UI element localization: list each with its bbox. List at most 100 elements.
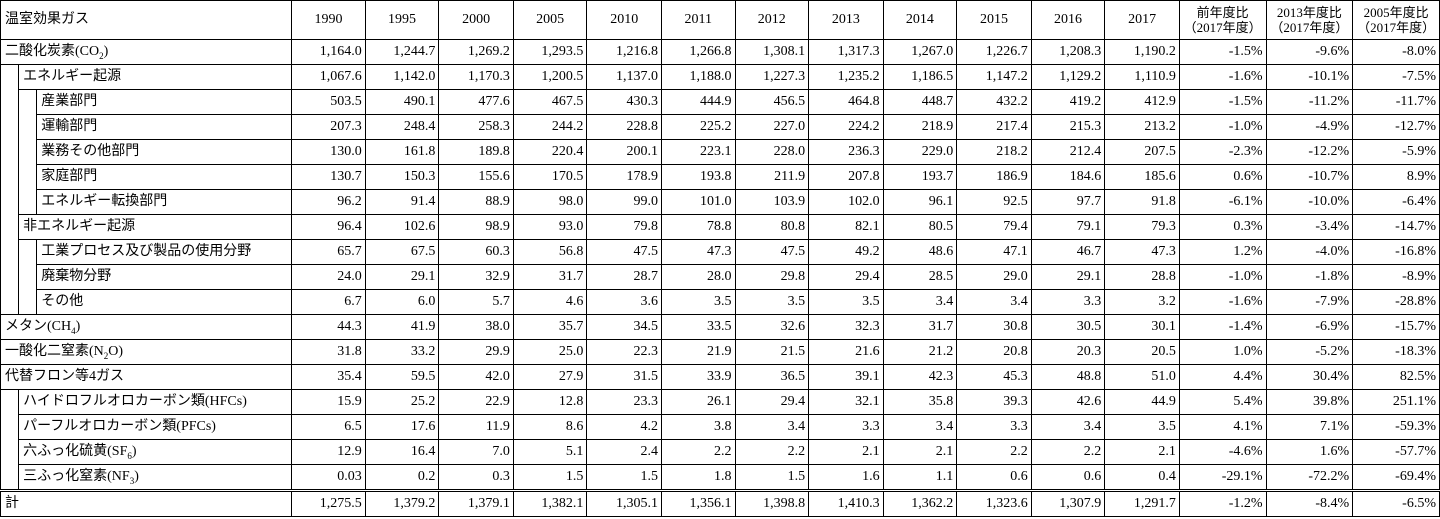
row-label-text: エネルギー転換部門 <box>41 194 168 209</box>
row-label-text: パーフルオロカーボン類(PFCs) <box>23 419 216 434</box>
value-cell: 36.5 <box>734 364 810 390</box>
row-label-subscript: 3 <box>129 475 135 486</box>
total-row: 計 1,275.5 1,379.2 1,379.1 1,382.1 1,305.1 1,35… <box>0 489 1440 517</box>
ratio-cell: -11.2% <box>1265 89 1354 115</box>
value-cell: 2.4 <box>586 439 662 465</box>
value-cell: 28.0 <box>660 264 736 290</box>
value-cell: 130.7 <box>291 164 366 190</box>
value-cell: 7.0 <box>438 439 514 465</box>
value-cell: 31.5 <box>586 364 662 390</box>
value-cell: 29.1 <box>364 264 440 290</box>
value-cell: 47.3 <box>660 239 736 265</box>
value-cell: 1,200.5 <box>512 64 588 90</box>
value-cell: 12.9 <box>291 439 366 465</box>
value-cell: 45.3 <box>956 364 1032 390</box>
value-cell: 21.6 <box>808 339 884 365</box>
row-label-text: 一酸化二窒素(N <box>5 344 104 359</box>
value-cell: 2.2 <box>660 439 736 465</box>
row-label: エネルギー転換部門 <box>36 189 293 215</box>
value-cell: 224.2 <box>808 114 884 140</box>
row-label: 工業プロセス及び製品の使用分野 <box>36 239 293 265</box>
ratio-cell: 82.5% <box>1352 364 1440 390</box>
row-label: 非エネルギー起源 <box>18 214 293 240</box>
ratio-cell: -4.0% <box>1265 239 1354 265</box>
value-cell: 3.4 <box>956 289 1032 315</box>
value-cell: 207.3 <box>291 114 366 140</box>
value-cell: 4.6 <box>512 289 588 315</box>
value-cell: 21.9 <box>660 339 736 365</box>
value-cell: 32.3 <box>808 314 884 340</box>
value-cell: 79.1 <box>1030 214 1106 240</box>
ratio-cell: -3.4% <box>1265 214 1354 240</box>
value-cell: 419.2 <box>1030 89 1106 115</box>
ratio-cell: -4.9% <box>1265 114 1354 140</box>
value-cell: 1,356.1 <box>660 489 736 517</box>
value-cell: 101.0 <box>660 189 736 215</box>
row-label: 一酸化二窒素(N2O) <box>0 339 293 365</box>
value-cell: 97.7 <box>1030 189 1106 215</box>
header-ratio: 2005年度比 （2017年度） <box>1352 0 1440 40</box>
value-cell: 1,266.8 <box>660 39 736 65</box>
ratio-cell: 7.1% <box>1265 414 1354 440</box>
ratio-cell: -28.8% <box>1352 289 1440 315</box>
value-cell: 28.5 <box>882 264 958 290</box>
table-row: 運輸部門 207.3 248.4 258.3 244.2 228.8 225.2 227.0 2… <box>0 114 1440 140</box>
ratio-cell: -1.2% <box>1178 489 1267 517</box>
value-cell: 21.5 <box>734 339 810 365</box>
ratio-cell: -11.7% <box>1352 89 1440 115</box>
value-cell: 1,323.6 <box>956 489 1032 517</box>
ratio-cell: -1.4% <box>1178 314 1267 340</box>
value-cell: 42.6 <box>1030 389 1106 415</box>
value-cell: 32.9 <box>438 264 514 290</box>
value-cell: 236.3 <box>808 139 884 165</box>
value-cell: 39.1 <box>808 364 884 390</box>
value-cell: 0.6 <box>956 464 1032 491</box>
row-label: メタン(CH4) <box>0 314 293 340</box>
indent-cell <box>0 264 20 290</box>
indent-cell <box>0 464 20 491</box>
value-cell: 42.0 <box>438 364 514 390</box>
row-label: 代替フロン等4ガス <box>0 364 293 390</box>
value-cell: 3.8 <box>660 414 736 440</box>
ratio-cell: -10.1% <box>1265 64 1354 90</box>
value-cell: 33.9 <box>660 364 736 390</box>
value-cell: 1,291.7 <box>1104 489 1180 517</box>
ratio-cell: -12.2% <box>1265 139 1354 165</box>
ratio-cell: -69.4% <box>1352 464 1440 491</box>
value-cell: 60.3 <box>438 239 514 265</box>
ratio-cell: -14.7% <box>1352 214 1440 240</box>
value-cell: 1,129.2 <box>1030 64 1106 90</box>
value-cell: 1,317.3 <box>808 39 884 65</box>
value-cell: 79.4 <box>956 214 1032 240</box>
row-label: エネルギー起源 <box>18 64 293 90</box>
value-cell: 3.5 <box>734 289 810 315</box>
indent-cell <box>18 189 38 215</box>
row-label-subscript: 2 <box>99 50 104 61</box>
value-cell: 29.4 <box>734 389 810 415</box>
row-label: 廃棄物分野 <box>36 264 293 290</box>
header-gas-label: 温室効果ガス <box>0 0 293 40</box>
value-cell: 20.5 <box>1104 339 1180 365</box>
value-cell: 11.9 <box>438 414 514 440</box>
value-cell: 217.4 <box>956 114 1032 140</box>
value-cell: 96.4 <box>291 214 366 240</box>
value-cell: 80.5 <box>882 214 958 240</box>
value-cell: 24.0 <box>291 264 366 290</box>
value-cell: 28.7 <box>586 264 662 290</box>
value-cell: 48.8 <box>1030 364 1106 390</box>
value-cell: 244.2 <box>512 114 588 140</box>
value-cell: 1,142.0 <box>364 64 440 90</box>
value-cell: 23.3 <box>586 389 662 415</box>
row-label-text: その他 <box>41 294 84 309</box>
header-row: 温室効果ガス 1990 1995 2000 2005 2010 2011 2012 2013 20… <box>0 0 1440 40</box>
value-cell: 1,410.3 <box>808 489 884 517</box>
value-cell: 56.8 <box>512 239 588 265</box>
value-cell: 258.3 <box>438 114 514 140</box>
header-year: 2011 <box>660 0 736 40</box>
header-year: 1990 <box>291 0 366 40</box>
indent-cell <box>0 114 20 140</box>
value-cell: 33.2 <box>364 339 440 365</box>
value-cell: 1,216.8 <box>586 39 662 65</box>
indent-cell <box>18 139 38 165</box>
table-row: 三ふっ化窒素(NF3) 0.03 0.2 0.3 1.5 1.5 1.8 1.5 1.6 1.1 0… <box>0 464 1440 491</box>
